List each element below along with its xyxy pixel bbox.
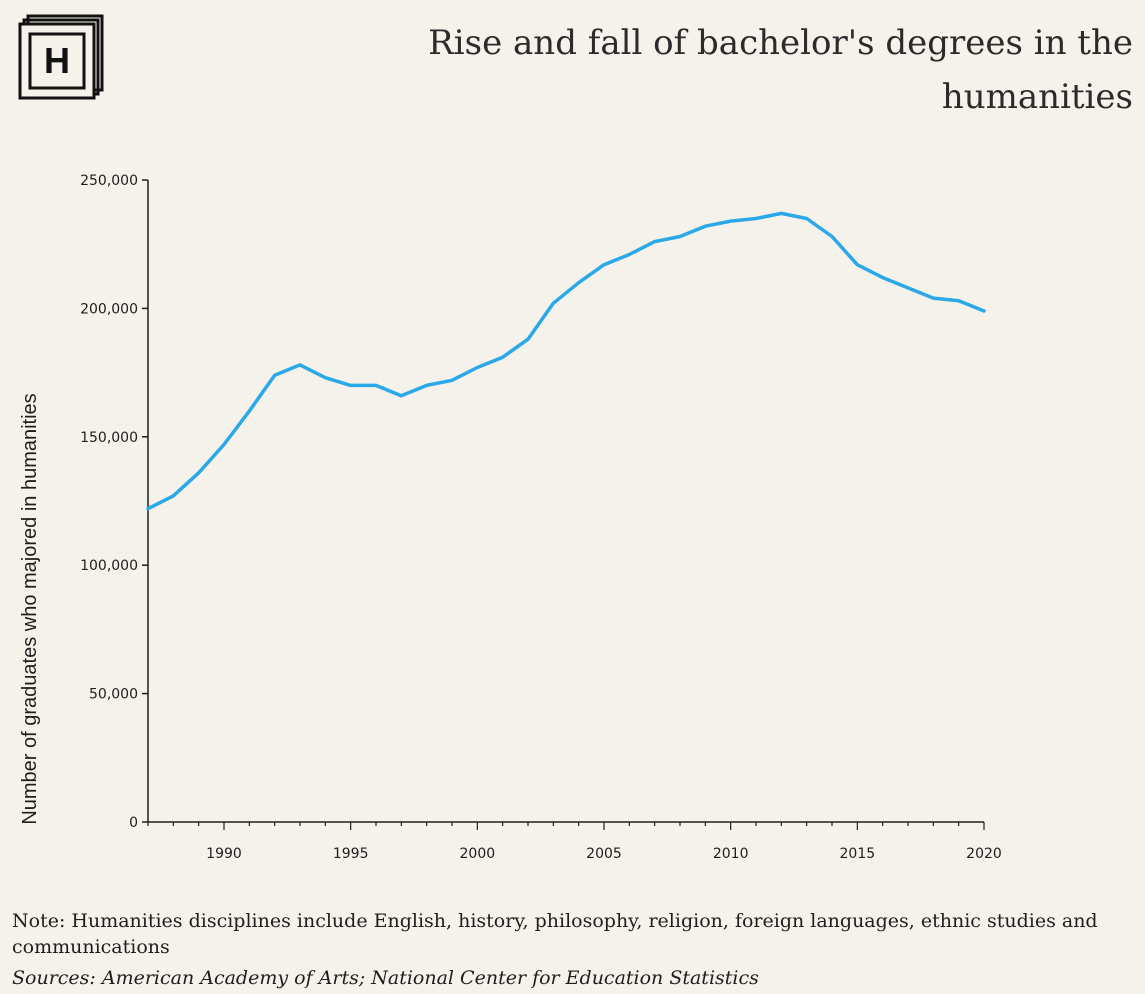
x-tick-label: 1990 <box>206 846 242 862</box>
y-tick-label: 250,000 <box>80 173 138 189</box>
x-tick-label: 2020 <box>966 846 1002 862</box>
x-tick-label: 2005 <box>586 846 622 862</box>
chart-sources: Sources: American Academy of Arts; Natio… <box>12 967 759 989</box>
x-tick-label: 2000 <box>460 846 496 862</box>
x-tick-label: 2010 <box>713 846 749 862</box>
x-tick-label: 1995 <box>333 846 369 862</box>
y-tick-label: 150,000 <box>80 430 138 446</box>
chart-title: Rise and fall of bachelor's degrees in t… <box>428 23 1133 117</box>
logo-letter: H <box>44 40 70 81</box>
line-chart: Number of graduates who majored in human… <box>19 173 1002 862</box>
chart-note: Note: Humanities disciplines include Eng… <box>12 910 1098 958</box>
y-tick-label: 200,000 <box>80 301 138 317</box>
x-tick-label: 2015 <box>840 846 876 862</box>
y-tick-label: 50,000 <box>89 687 138 703</box>
y-tick-label: 100,000 <box>80 558 138 574</box>
h-logo: H <box>18 14 104 100</box>
y-axis-title: Number of graduates who majored in human… <box>19 393 41 824</box>
series-line <box>146 211 986 511</box>
y-tick-label: 0 <box>129 815 138 831</box>
